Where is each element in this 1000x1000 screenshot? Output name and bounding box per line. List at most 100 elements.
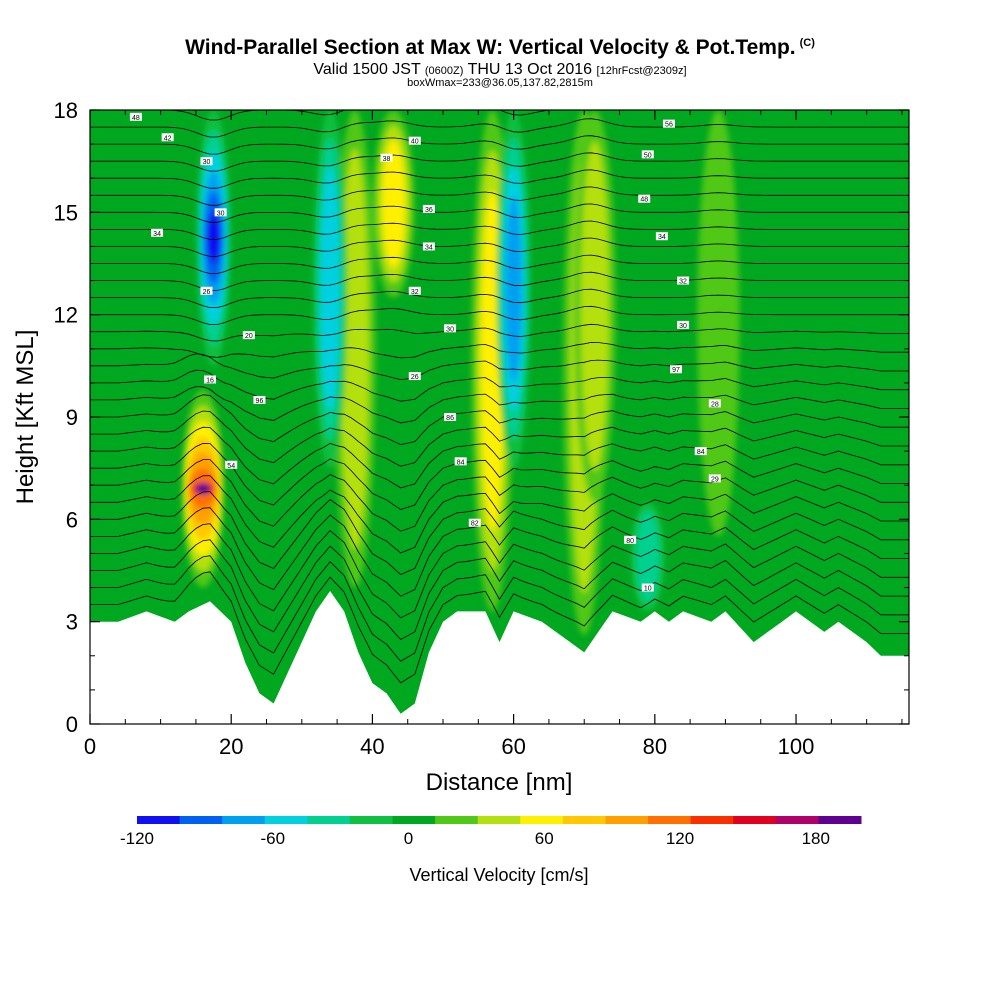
isentrope-label: 26 xyxy=(200,286,213,296)
isentrope-label: 84 xyxy=(694,447,707,456)
isentrope-label: 26 xyxy=(408,372,421,381)
valid-zulu: (0600Z) xyxy=(424,65,464,77)
isentrope-label-bg xyxy=(422,242,435,251)
isentrope-label-bg xyxy=(422,204,435,213)
isentrope-line xyxy=(90,169,909,189)
isentrope-label: 40 xyxy=(408,136,421,146)
isentrope-label-bg xyxy=(408,372,421,381)
box-info: boxWmax=233@36.05,137.82,2815m xyxy=(407,77,593,89)
isentrope-line xyxy=(90,394,909,446)
isentrope-label-text: 50 xyxy=(644,152,652,159)
isentrope-line xyxy=(90,220,909,240)
isentrope-label-bg xyxy=(662,119,675,128)
isentrope-line xyxy=(90,288,909,308)
downdraft-core xyxy=(320,167,340,411)
isentrope-label-text: 34 xyxy=(425,244,433,251)
colorbar-swatch xyxy=(605,816,649,824)
isentrope-line xyxy=(90,491,909,575)
colorbar-swatch xyxy=(222,816,266,824)
isentrope-label-bg xyxy=(380,153,393,162)
valid-date: THU 13 Oct 2016 xyxy=(467,61,593,78)
y-tick-label: 6 xyxy=(66,507,78,532)
colorbar-swatch xyxy=(690,816,734,824)
isentrope-line xyxy=(90,305,909,325)
y-tick-label: 0 xyxy=(66,712,78,737)
updraft-core xyxy=(697,110,740,537)
updraft-core xyxy=(196,482,210,495)
isentrope-label-text: 28 xyxy=(711,401,719,408)
isentrope-label-bg xyxy=(655,232,668,241)
colorbar-tick-label: -60 xyxy=(260,829,285,848)
isentrope-label-bg xyxy=(214,208,227,217)
isentrope-label: 42 xyxy=(161,133,174,142)
colorbar-swatch xyxy=(818,816,862,824)
isentrope-label-text: 20 xyxy=(245,333,253,340)
isentrope-label-text: 29 xyxy=(711,476,719,483)
isentrope-label-text: 36 xyxy=(425,207,433,214)
isentrope-label: 82 xyxy=(468,518,481,528)
colorbar-label: Vertical Velocity [cm/s] xyxy=(409,865,588,885)
isentrope-label-text: 30 xyxy=(679,323,687,330)
isentrope-label-text: 30 xyxy=(203,159,211,166)
isentrope-label-bg xyxy=(408,286,421,295)
chart-subtitle: Valid 1500 JST (0600Z) THU 13 Oct 2016 [… xyxy=(0,61,1000,79)
isentrope-label-bg xyxy=(641,583,654,592)
isentrope-label-bg xyxy=(641,150,654,159)
updraft-core xyxy=(340,148,369,550)
x-tick-label: 0 xyxy=(84,734,96,759)
isentrope-label-bg xyxy=(200,286,213,295)
isentrope-label-bg xyxy=(677,276,690,285)
colorbar-tick-label: 60 xyxy=(535,829,554,848)
isentrope-label-text: 84 xyxy=(457,459,465,466)
isentrope-label-text: 48 xyxy=(132,115,140,122)
colorbar-swatch xyxy=(435,816,479,824)
isentrope-labels: 48 42 30 30 34 26 20 16 96 54 38 40 36 34 32 30 26 86 84 82… xyxy=(129,112,721,593)
isentrope-label: 30 xyxy=(444,324,457,333)
isentrope-line xyxy=(90,237,909,257)
downdraft-core xyxy=(635,511,660,603)
isentrope-label: 48 xyxy=(129,112,142,122)
isentrope-label: 54 xyxy=(225,460,238,470)
valid-time: Valid 1500 JST xyxy=(313,61,421,78)
isentrope-label-text: 16 xyxy=(206,377,214,384)
isentrope-line xyxy=(90,539,909,641)
isentrope-label: 32 xyxy=(677,276,690,286)
isentrope-label-text: 82 xyxy=(471,521,479,528)
downdraft-core xyxy=(505,195,522,383)
isentrope-label-bg xyxy=(670,365,683,374)
terrain xyxy=(90,591,909,724)
colorbar-swatch xyxy=(733,816,777,824)
colorbar-tick-label: 0 xyxy=(404,829,413,848)
isentrope-line xyxy=(90,254,909,274)
isentrope-label-text: 40 xyxy=(411,139,419,146)
isentrope-label-text: 38 xyxy=(383,156,391,163)
isentrope-line xyxy=(90,507,909,597)
isentrope-line xyxy=(90,323,909,342)
isentrope-label-text: 97 xyxy=(672,367,680,374)
isentrope-label: 34 xyxy=(422,242,435,251)
colorbar-swatch xyxy=(349,816,394,824)
isentrope-label-text: 54 xyxy=(227,463,235,470)
isentrope-label-text: 48 xyxy=(640,197,648,204)
colorbar-swatch xyxy=(137,816,181,824)
colorbar-swatch xyxy=(264,816,308,824)
y-axis-label: Height [Kft MSL] xyxy=(12,330,39,505)
isentrope-line xyxy=(90,186,909,206)
isentrope-label: 84 xyxy=(454,457,467,466)
x-tick-label: 60 xyxy=(501,734,525,759)
isentrope-label: 50 xyxy=(641,150,654,159)
copyright-mark: (C) xyxy=(799,37,815,49)
isentrope-label-text: 26 xyxy=(411,374,419,381)
isentrope-line xyxy=(90,442,909,510)
isentrope-label-text: 34 xyxy=(153,231,161,238)
isentrope-line xyxy=(90,110,909,121)
isentrope-label-bg xyxy=(408,136,421,145)
y-tick-label: 15 xyxy=(54,200,78,225)
updraft-core xyxy=(580,141,610,471)
isentrope-line xyxy=(90,571,909,684)
isentrope-label: 80 xyxy=(624,535,637,545)
isentrope-label: 56 xyxy=(662,119,675,129)
plot-area: 48 42 30 30 34 26 20 16 96 54 38 40 36 34 32 30 26 86 84 82… xyxy=(90,68,909,724)
isentrope-line xyxy=(90,68,909,86)
